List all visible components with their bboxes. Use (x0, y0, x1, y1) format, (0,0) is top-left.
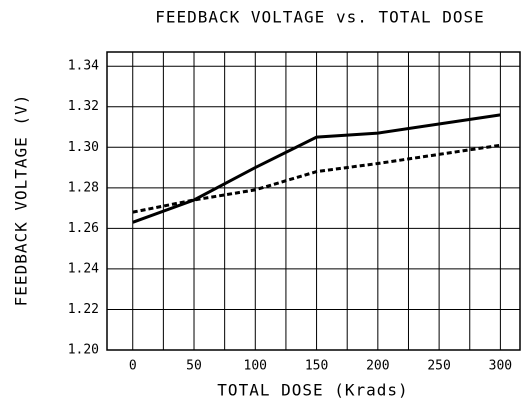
y-tick-label: 1.28 (68, 180, 99, 195)
x-tick-label: 300 (489, 359, 512, 374)
x-tick-label: 150 (305, 359, 328, 374)
y-tick-label: 1.30 (68, 140, 99, 155)
y-tick-label: 1.24 (68, 261, 99, 276)
x-tick-label: 0 (129, 359, 137, 374)
chart-title: FEEDBACK VOLTAGE vs. TOTAL DOSE (155, 8, 485, 27)
y-tick-label: 1.34 (68, 59, 99, 74)
x-tick-label: 50 (186, 359, 202, 374)
y-tick-label: 1.32 (68, 99, 99, 114)
data-line (132, 113, 501, 224)
x-tick-label: 250 (427, 359, 450, 374)
x-tick-label: 100 (244, 359, 267, 374)
data-line (132, 143, 501, 214)
y-axis-label: FEEDBACK VOLTAGE (V) (12, 94, 31, 307)
x-axis-label: TOTAL DOSE (Krads) (217, 381, 408, 400)
y-tick-label: 1.20 (68, 343, 99, 358)
y-tick-label: 1.22 (68, 302, 99, 317)
plot-border (106, 51, 521, 351)
x-tick-label: 200 (366, 359, 389, 374)
y-tick-label: 1.26 (68, 221, 99, 236)
